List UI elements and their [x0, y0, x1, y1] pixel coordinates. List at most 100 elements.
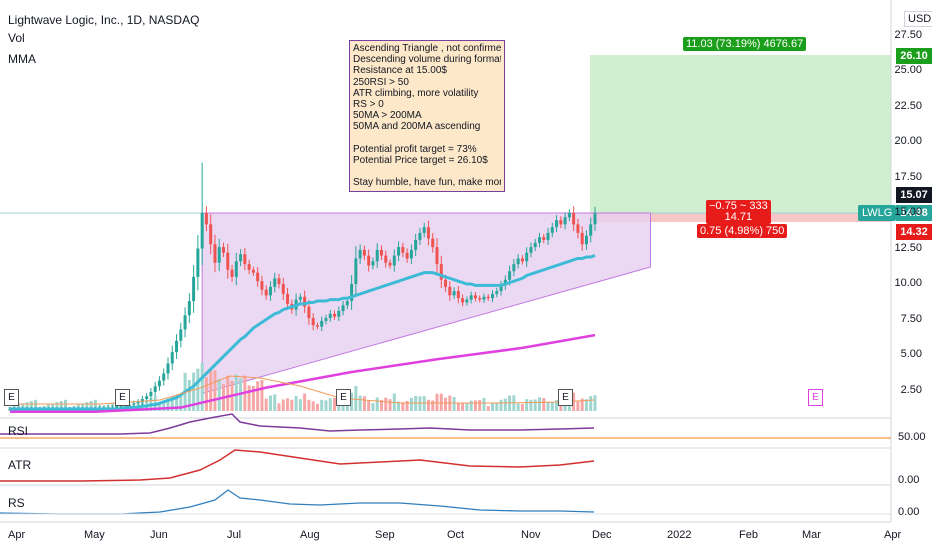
earnings-marker[interactable]: E [4, 389, 19, 406]
note-line: RS > 0 [353, 99, 384, 111]
candle-body [307, 306, 311, 319]
candle-body [358, 249, 362, 259]
candle-body [567, 213, 571, 218]
volume-bar [555, 400, 559, 411]
candle-body [486, 296, 490, 299]
candle-body [520, 258, 524, 262]
volume-bar [162, 401, 166, 411]
earnings-marker-upcoming[interactable]: E [808, 389, 823, 406]
rs-line [0, 489, 595, 515]
rs-level-label: 0.00 [898, 506, 920, 518]
volume-bar [542, 398, 546, 411]
volume-bar [525, 399, 529, 411]
mma-indicator-label[interactable]: MMA [8, 52, 36, 66]
note-line: ATR climbing, more volatility [353, 87, 479, 99]
volume-bar [405, 401, 409, 411]
volume-bar [311, 401, 315, 411]
candle-body [576, 224, 580, 233]
y-tick-label: 2.50 [900, 383, 922, 396]
candle-body [217, 247, 221, 263]
candle-body [354, 258, 358, 284]
volume-bar [89, 401, 93, 411]
candle-body [162, 373, 166, 381]
candle-body [298, 296, 302, 300]
volume-bar [268, 395, 272, 411]
volume-bar [277, 403, 281, 411]
atr-level-label: 0.00 [898, 474, 920, 486]
candle-body [345, 301, 349, 306]
volume-bar [589, 396, 593, 411]
candle-body [375, 249, 379, 262]
candle-body [456, 291, 460, 299]
x-tick-label: Mar [802, 529, 821, 541]
current-price-tag: 14.98 [896, 205, 932, 221]
volume-bar [375, 397, 379, 411]
candle-body [550, 227, 554, 233]
candle-body [529, 247, 533, 253]
candles [8, 162, 597, 412]
target-price-tag: 26.10 [896, 48, 932, 64]
candle-body [157, 380, 161, 387]
currency-label[interactable]: USD [904, 11, 932, 27]
atr-line [0, 449, 595, 482]
earnings-marker[interactable]: E [336, 389, 351, 406]
x-tick-label: Sep [375, 529, 395, 541]
x-tick-label: 2022 [667, 529, 692, 541]
candle-body [448, 286, 452, 296]
volume-bar [294, 395, 298, 411]
candle-body [277, 278, 281, 284]
earnings-marker[interactable]: E [558, 389, 573, 406]
y-tick-label: 15.00 [894, 206, 922, 218]
atr-pane-label[interactable]: ATR [8, 458, 32, 472]
candle-body [572, 213, 576, 225]
candle-body [508, 271, 512, 280]
candle-body [401, 247, 405, 253]
candle-body [465, 299, 469, 303]
volume-bar [379, 399, 383, 411]
candle-body [431, 238, 435, 248]
volume-bar [251, 386, 255, 411]
volume-bar [546, 402, 550, 411]
volume-bar [439, 393, 443, 411]
volume-bar [516, 403, 520, 411]
volume-bar [213, 370, 217, 411]
rsi-line [0, 413, 595, 435]
candle-body [200, 213, 204, 249]
volume-bar [256, 381, 260, 411]
volume-bar [273, 394, 277, 411]
volume-bar [350, 392, 354, 411]
rs-pane-label[interactable]: RS [8, 496, 25, 510]
candle-body [234, 261, 238, 277]
volume-bar [170, 396, 174, 411]
note-line: Ascending Triangle , not confirmed [353, 43, 501, 54]
volume-bar [175, 395, 179, 411]
analysis-note: Ascending Triangle , not confirmed Descen… [349, 40, 505, 192]
rsi-pane-label[interactable]: RSI [8, 424, 29, 438]
note-line: Stay humble, have fun, make money! [353, 177, 501, 189]
stop-label: 0.75 (4.98%) 750 [697, 224, 788, 238]
candle-body [333, 313, 337, 317]
symbol-tag: LWLG [858, 205, 897, 221]
candle-body [371, 261, 375, 266]
volume-bar [362, 396, 366, 411]
resistance-price-tag: 15.07 [896, 187, 932, 203]
vol-indicator-label[interactable]: Vol [8, 31, 25, 45]
note-line: 50MA > 200MA [353, 110, 422, 122]
candle-body [239, 254, 243, 262]
earnings-marker[interactable]: E [115, 389, 130, 406]
x-tick-label: Jul [227, 529, 242, 541]
volume-bar [264, 398, 268, 411]
candle-body [537, 237, 541, 243]
volume-bar [34, 399, 38, 411]
volume-bar [593, 395, 597, 411]
volume-bar [482, 398, 486, 411]
volume-bar [320, 399, 324, 411]
x-tick-label: Dec [592, 529, 612, 541]
y-tick-label: 7.50 [900, 312, 922, 325]
note-line [353, 166, 501, 177]
candle-body [209, 224, 213, 245]
volume-bar [260, 380, 264, 411]
note-line: Potential profit target = 73% [353, 143, 477, 155]
note-line: Potential Price target = 26.10$ [353, 155, 488, 167]
